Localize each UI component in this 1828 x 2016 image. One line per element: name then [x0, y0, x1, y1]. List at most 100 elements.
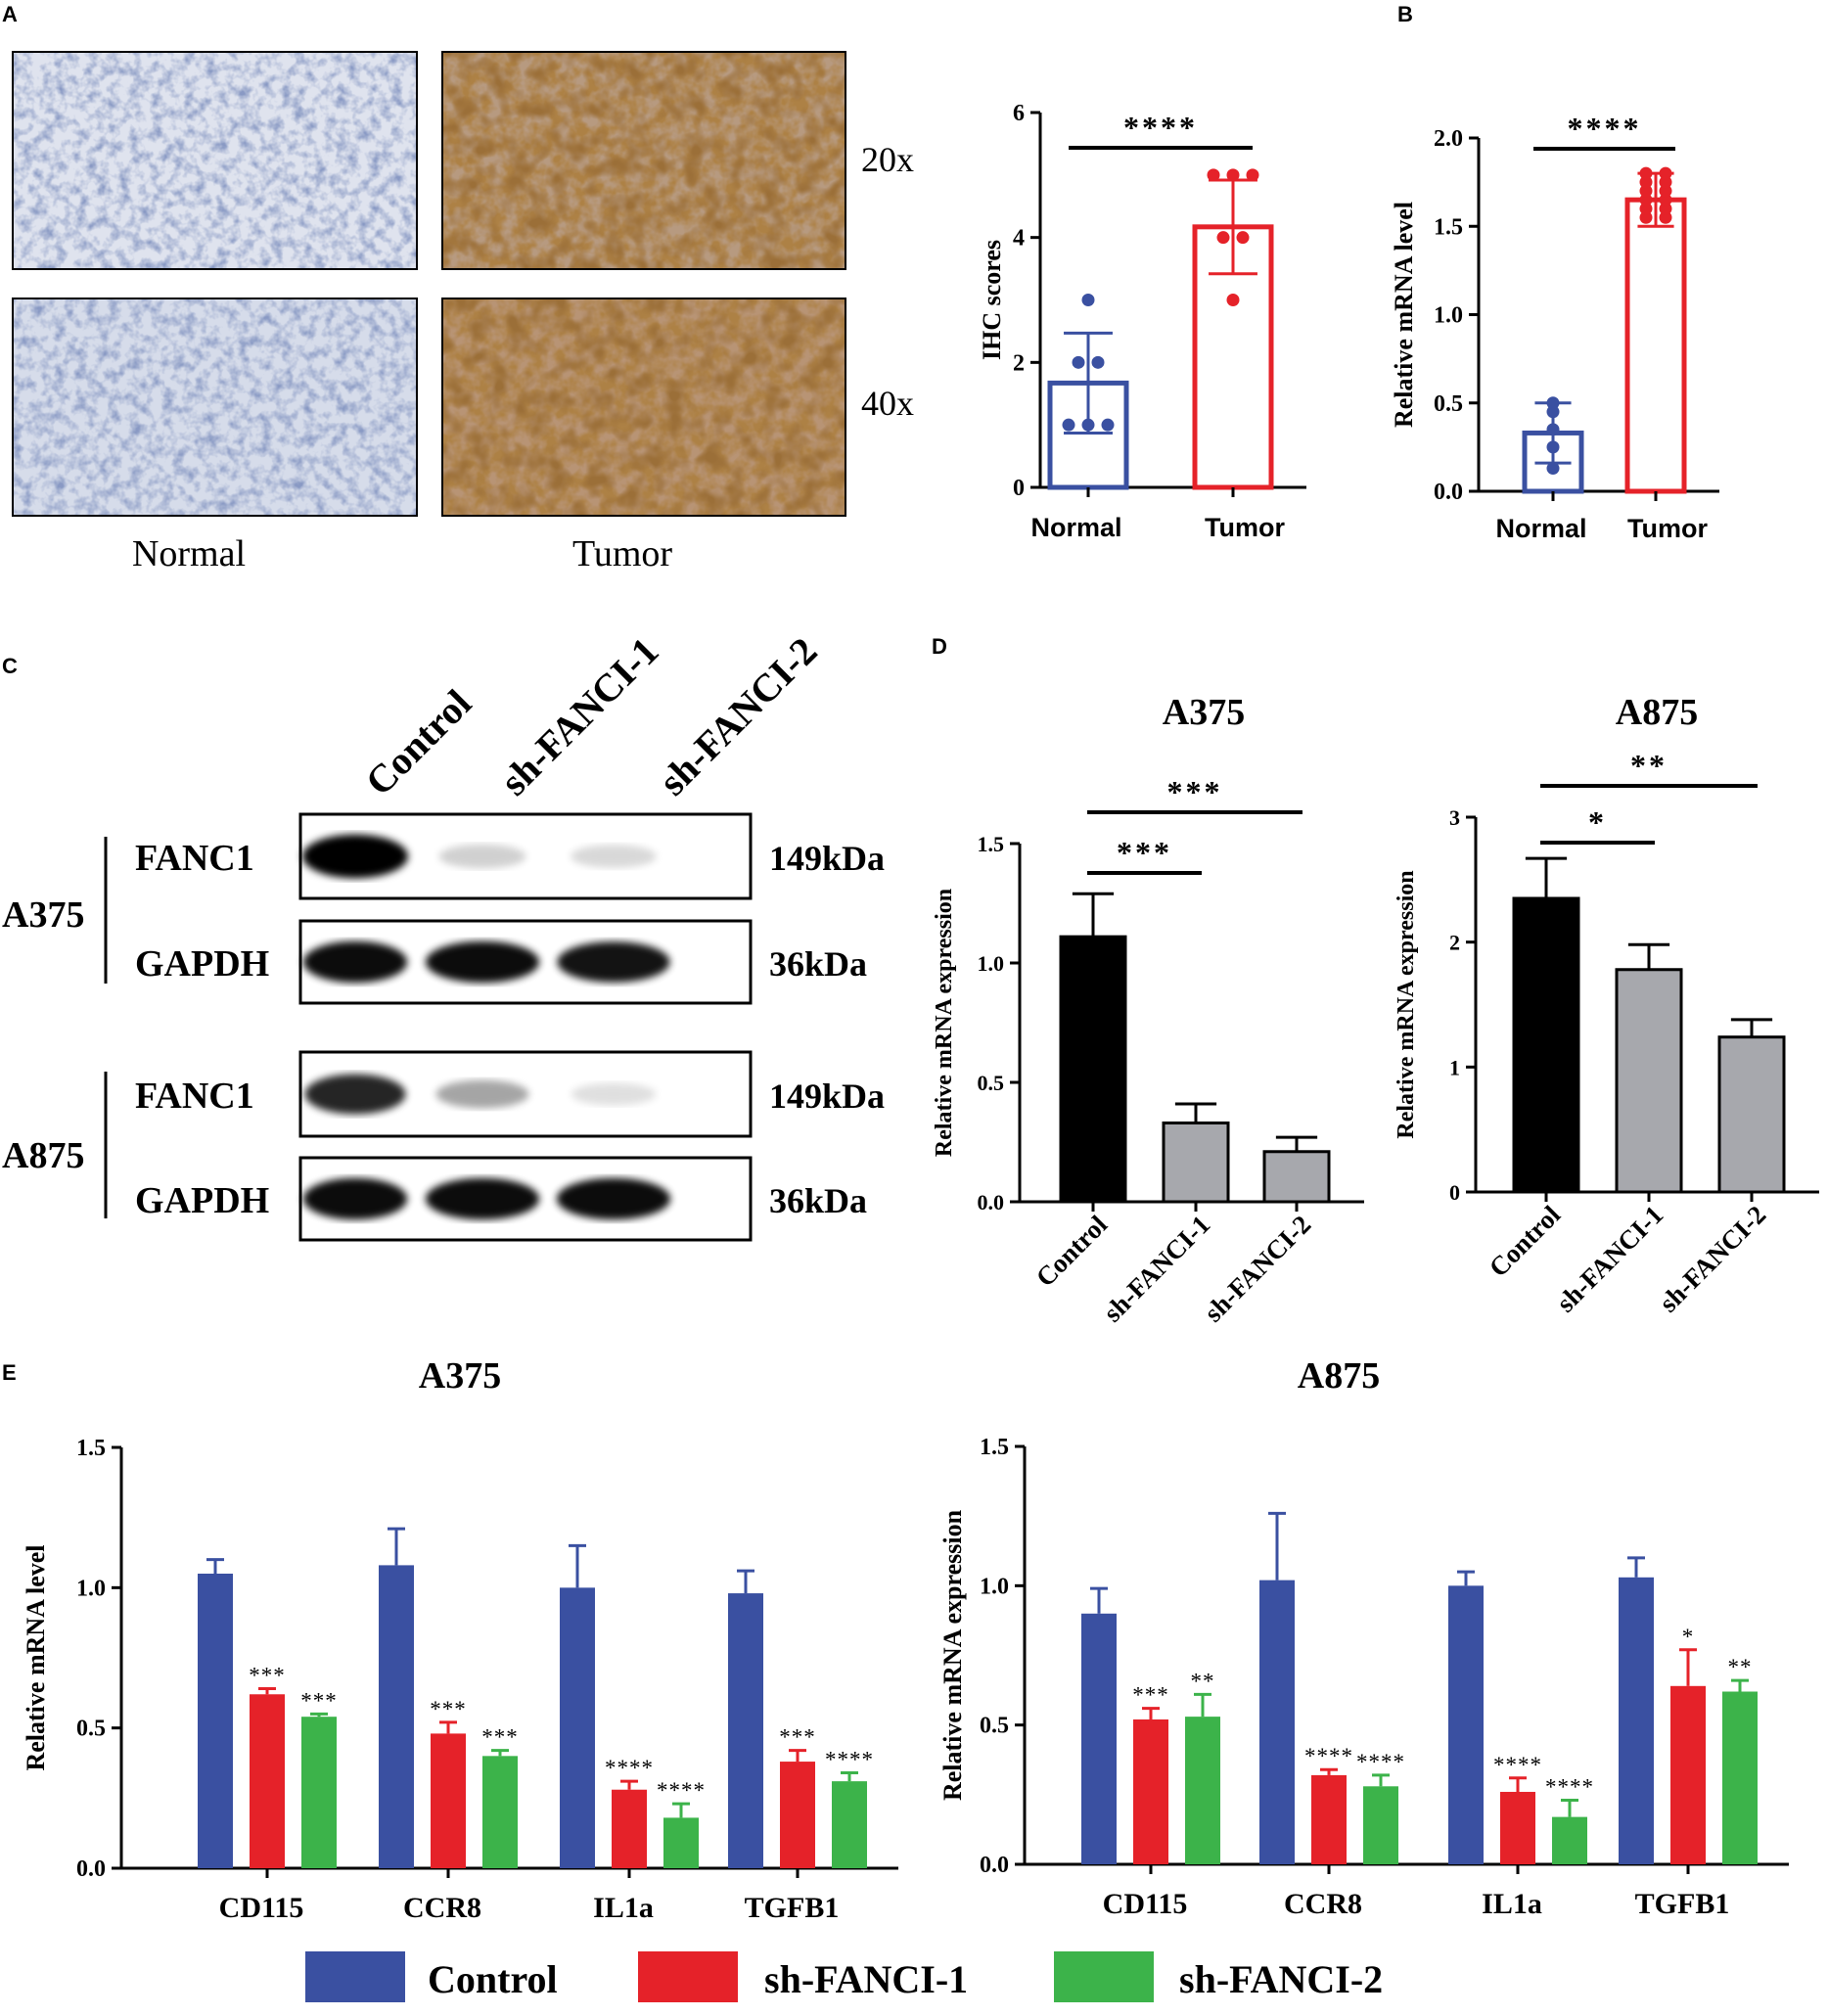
- cell-line-label-a375: A375: [2, 894, 84, 936]
- legend-swatch-sh-fanci-1: [638, 1951, 738, 2002]
- bar-sh-fanci-2: [1717, 1035, 1786, 1194]
- y-axis-label: IHC scores: [978, 240, 1006, 360]
- bar-sh-fanci-1: [250, 1694, 285, 1868]
- blot-band: [302, 940, 408, 984]
- x-tick-label: Normal: [1495, 514, 1586, 543]
- data-point: [1236, 231, 1250, 245]
- y-tick-label: 0.5: [978, 1071, 1005, 1095]
- bar-tumor: [1624, 197, 1687, 494]
- data-point: [1081, 418, 1095, 432]
- western-blots: FANC1 149kDa GAPDH 36kDa FANC1 149kDa GAPDH 36k…: [135, 812, 885, 1242]
- x-tick-label: CCR8: [1284, 1888, 1362, 1920]
- significance-label: ***: [1132, 1683, 1169, 1708]
- significance-label: ***: [430, 1697, 467, 1721]
- blot-band: [302, 834, 408, 879]
- y-tick-label: 1.5: [980, 1435, 1009, 1460]
- lane-label-control: Control: [357, 681, 480, 804]
- legend-label-sh-fanci-2: sh-FANCI-2: [1179, 1957, 1383, 2001]
- molecular-weight-label: 149kDa: [769, 839, 885, 878]
- ihc-score-chart: 0 2 4 6 IHC scores Normal Tumor ****: [978, 101, 1306, 542]
- significance-label: ****: [1356, 1750, 1405, 1774]
- significance-label: ***: [300, 1688, 338, 1713]
- data-point: [1546, 462, 1560, 476]
- a875-gene-expression-chart: 0.0 0.5 1.0 1.5 Relative mRNA expression A875…: [938, 1355, 1789, 1920]
- data-point: [1639, 175, 1653, 189]
- data-point: [1546, 440, 1560, 454]
- y-tick-label: 0.5: [76, 1717, 106, 1742]
- x-tick-label: Tumor: [1205, 513, 1285, 542]
- data-point: [1659, 210, 1672, 224]
- y-tick-label: 0.0: [980, 1853, 1009, 1878]
- significance-label: **: [1191, 1669, 1215, 1693]
- protein-label: FANC1: [135, 838, 254, 879]
- protein-label: GAPDH: [135, 943, 269, 985]
- y-tick-label: 0.5: [980, 1714, 1009, 1739]
- blot-band: [425, 940, 540, 984]
- protein-label: FANC1: [135, 1076, 254, 1117]
- molecular-weight-label: 36kDa: [769, 944, 867, 984]
- significance-label: *: [1682, 1625, 1695, 1649]
- x-tick-label: Normal: [1030, 513, 1121, 542]
- magnification-40x: 40x: [861, 384, 914, 423]
- protein-label: GAPDH: [135, 1180, 269, 1221]
- blot-band: [302, 1177, 408, 1220]
- y-tick-label: 0.0: [1434, 480, 1463, 505]
- x-tick-label: CCR8: [403, 1892, 481, 1924]
- x-tick-label: Tumor: [1627, 514, 1708, 543]
- significance-label: ***: [249, 1664, 286, 1688]
- bar-sh-fanci-1: [431, 1733, 466, 1868]
- y-axis-label: Relative mRNA expression: [1394, 870, 1419, 1138]
- significance-label: ****: [1568, 111, 1642, 146]
- significance-label: ****: [1545, 1775, 1594, 1800]
- bar-control: [1259, 1580, 1295, 1864]
- blot-band: [571, 845, 657, 868]
- data-point: [1546, 423, 1560, 436]
- legend-swatch-sh-fanci-2: [1054, 1951, 1154, 2002]
- data-point: [1546, 396, 1560, 410]
- data-point: [1639, 193, 1653, 206]
- data-point: [1639, 184, 1653, 198]
- bar-sh-fanci-2: [301, 1717, 337, 1868]
- y-tick-label: 0.0: [978, 1190, 1005, 1214]
- data-point: [1101, 418, 1115, 432]
- y-tick-label: 4: [1013, 226, 1025, 252]
- molecular-weight-label: 149kDa: [769, 1077, 885, 1116]
- y-tick-label: 0: [1013, 476, 1025, 501]
- y-tick-label: 6: [1013, 101, 1025, 126]
- bar-sh-fanci-1: [780, 1762, 815, 1868]
- bar-control: [560, 1587, 595, 1868]
- y-tick-label: 0.5: [1434, 391, 1463, 417]
- ihc-image-normal-20x: [12, 51, 418, 270]
- y-tick-label: 3: [1449, 805, 1460, 830]
- x-tick-label: IL1a: [1482, 1888, 1542, 1920]
- data-point: [1081, 294, 1095, 306]
- significance-label: ***: [1117, 835, 1172, 870]
- significance-label: ****: [605, 1756, 654, 1780]
- data-point: [1659, 166, 1672, 180]
- bar-sh-fanci-2: [1185, 1717, 1220, 1864]
- legend-label-sh-fanci-1: sh-FANCI-1: [764, 1957, 968, 2001]
- y-tick-label: 1.5: [1434, 214, 1463, 240]
- x-tick-label: CD115: [219, 1892, 304, 1924]
- y-tick-label: 1.5: [76, 1436, 106, 1461]
- x-tick-label: Control: [1484, 1200, 1567, 1283]
- molecular-weight-label: 36kDa: [769, 1181, 867, 1220]
- blot-band: [304, 1074, 406, 1115]
- a375-knockdown-chart: 0.0 0.5 1.0 1.5 Relative mRNA expression A375…: [932, 692, 1364, 1328]
- tissue-mrna-chart: 0.0 0.5 1.0 1.5 2.0 Relative mRNA level Normal…: [1390, 111, 1719, 543]
- bar-sh-fanci-1: [1670, 1685, 1706, 1864]
- significance-label: ***: [481, 1725, 519, 1750]
- blot-band: [556, 1177, 671, 1220]
- y-axis-label: Relative mRNA level: [22, 1544, 50, 1770]
- x-tick-label: sh-FANCI-2: [1654, 1200, 1772, 1318]
- x-tick-label: sh-FANCI-1: [1551, 1200, 1669, 1318]
- y-tick-label: 2: [1013, 350, 1025, 376]
- data-point: [1659, 184, 1672, 198]
- bar-sh-fanci-2: [1363, 1786, 1398, 1864]
- data-point: [1226, 168, 1240, 182]
- chart-title: A875: [1298, 1355, 1380, 1397]
- group-label-normal: Normal: [132, 533, 246, 574]
- significance-label: ****: [1304, 1744, 1353, 1768]
